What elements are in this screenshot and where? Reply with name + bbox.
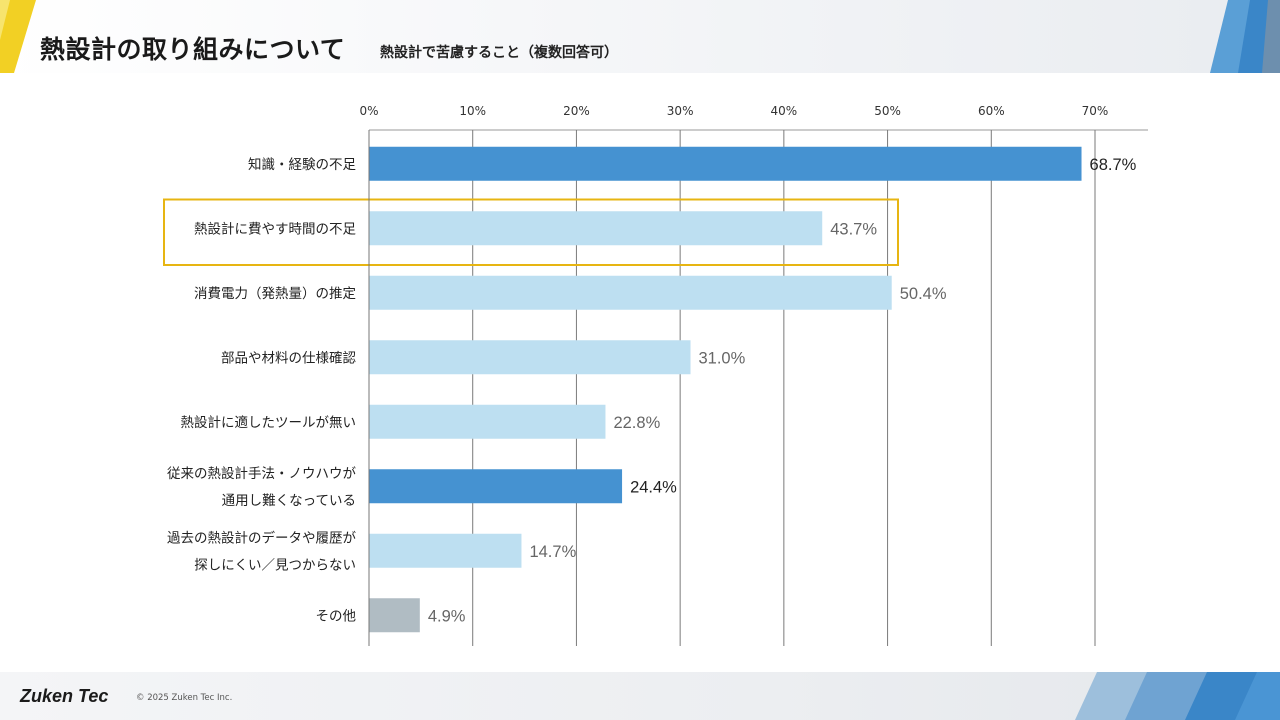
data-label: 24.4% (630, 478, 677, 496)
x-tick-label: 20% (563, 104, 590, 118)
blue-accent-shape (1210, 0, 1280, 73)
category-label: 部品や材料の仕様確認 (221, 350, 356, 366)
x-tick-label: 0% (359, 104, 378, 118)
bar (369, 598, 420, 633)
x-tick-label: 40% (771, 104, 798, 118)
bar-chart: 0% 10% 20% 30% 40% 50% 60% 70% 知識・経験の不足 68.7% 熱設計に… (163, 104, 1148, 646)
data-label: 14.7% (529, 543, 576, 561)
bar (369, 533, 522, 568)
bar (369, 275, 892, 310)
bar (369, 211, 823, 246)
footer-band: Zuken Tec © 2025 Zuken Tec Inc. (0, 672, 1280, 720)
bar (369, 469, 623, 504)
footer-accent-shape (1075, 672, 1280, 720)
x-tick-label: 70% (1082, 104, 1109, 118)
bar (369, 404, 606, 439)
highlight-box (163, 198, 899, 266)
page-subtitle: 熱設計で苦慮すること（複数回答可） (380, 45, 618, 61)
data-label: 31.0% (699, 349, 746, 367)
x-tick-label: 60% (978, 104, 1005, 118)
company-logo: Zuken Tec (20, 686, 109, 706)
category-label: 過去の熱設計のデータや履歴が (167, 529, 356, 546)
x-tick-label: 50% (874, 104, 901, 118)
category-label: 知識・経験の不足 (248, 156, 356, 173)
x-tick-label: 30% (667, 104, 694, 118)
data-label: 4.9% (428, 607, 466, 625)
data-label: 68.7% (1090, 156, 1137, 174)
data-label: 50.4% (900, 285, 947, 303)
category-label: その他 (316, 608, 357, 624)
data-label: 43.7% (830, 220, 877, 238)
yellow-accent-shape (0, 0, 36, 73)
bar (369, 340, 691, 375)
category-label: 熱設計に費やす時間の不足 (194, 221, 356, 237)
bar (369, 146, 1082, 181)
category-label: 探しにくい／見つからない (194, 557, 356, 573)
category-label: 熱設計に適したツールが無い (181, 414, 357, 431)
category-label: 従来の熱設計手法・ノウハウが (167, 466, 356, 482)
data-label: 22.8% (613, 414, 660, 432)
x-tick-label: 10% (459, 104, 486, 118)
category-label: 消費電力（発熱量）の推定 (194, 286, 356, 302)
page-title: 熱設計の取り組みについて (40, 35, 346, 64)
header-band: 熱設計の取り組みについて 熱設計で苦慮すること（複数回答可） (0, 0, 1280, 73)
copyright-text: © 2025 Zuken Tec Inc. (136, 693, 233, 703)
category-label: 通用し難くなっている (222, 493, 356, 509)
